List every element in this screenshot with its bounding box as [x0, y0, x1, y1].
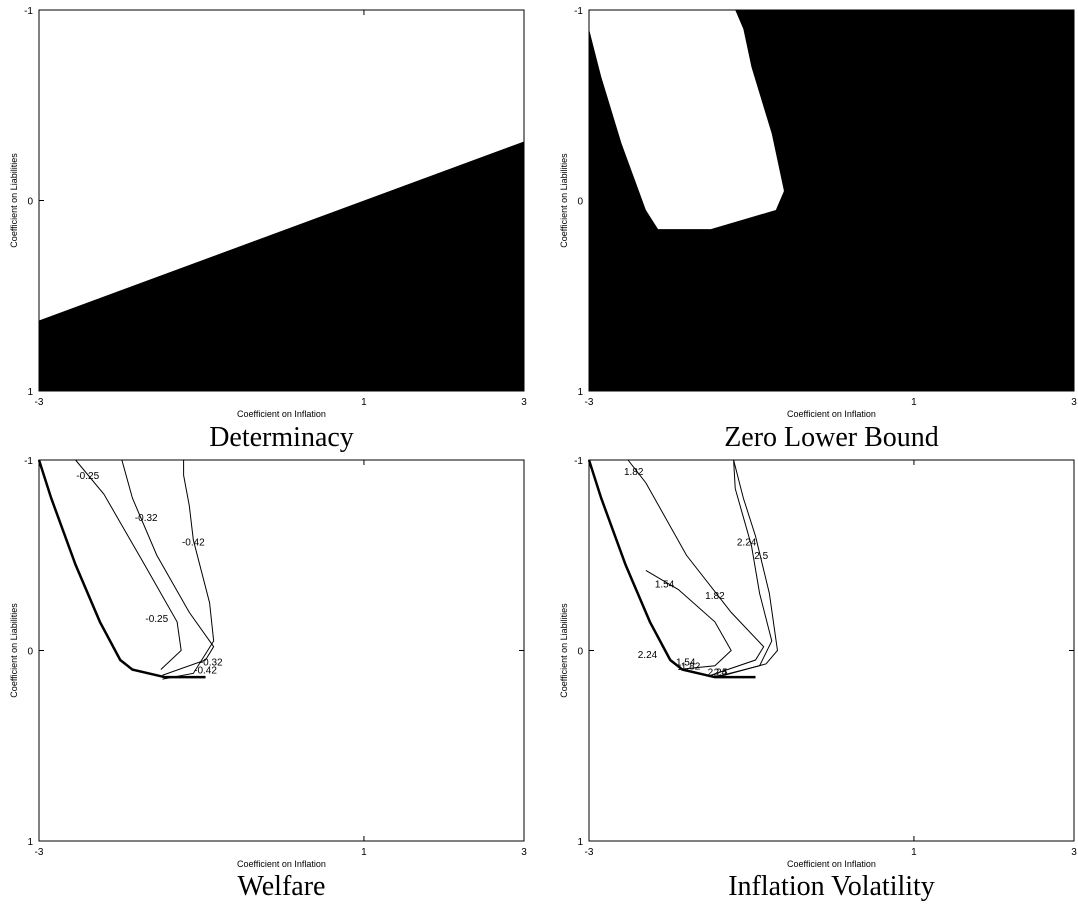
y-axis-label: Coefficient on Liabilities: [559, 603, 569, 698]
x-axis-label: Coefficient on Inflation: [237, 859, 326, 869]
contour-label: -0.42: [194, 665, 217, 676]
plot-area: [589, 460, 1074, 841]
x-axis-label: Coefficient on Inflation: [787, 409, 876, 419]
x-tick-label: -3: [585, 847, 594, 858]
y-tick-label: -1: [24, 456, 33, 467]
x-tick-label: 1: [361, 847, 367, 858]
contour-line--0.32: [121, 459, 215, 676]
contour-label: 2.24: [708, 667, 728, 678]
x-tick-label: 3: [521, 847, 527, 858]
y-tick-label: -1: [24, 6, 33, 17]
feasible-boundary: [587, 459, 756, 679]
x-axis-label: Coefficient on Inflation: [237, 409, 326, 419]
contour-label: 1.54: [655, 580, 675, 591]
x-tick-label: -3: [585, 397, 594, 408]
contour-label: -0.32: [200, 658, 223, 669]
y-tick-label: 1: [577, 387, 583, 398]
contour-line-2.5: [717, 459, 778, 678]
contour-line-1.54: [645, 570, 732, 671]
x-axis-label: Coefficient on Inflation: [787, 859, 876, 869]
x-tick-label: 3: [1071, 847, 1077, 858]
panel-caption: Inflation Volatility: [728, 871, 935, 902]
contour-line--0.42: [162, 460, 215, 680]
y-tick-label: -1: [574, 6, 583, 17]
contour-label: -0.32: [135, 513, 158, 524]
contour-label: 1.82: [681, 662, 701, 673]
x-tick-label: 1: [911, 397, 917, 408]
plot-area: [39, 460, 524, 841]
y-tick-label: 1: [27, 837, 33, 848]
contour-label: 1.82: [624, 467, 644, 478]
panel-caption: Welfare: [238, 871, 326, 902]
contour-label: -0.25: [76, 471, 99, 482]
zlb-feasible-region: [589, 10, 784, 230]
x-tick-label: 1: [911, 847, 917, 858]
contour-label: -0.25: [145, 614, 168, 625]
contour-label: 1.82: [705, 591, 725, 602]
y-tick-label: 0: [27, 197, 33, 208]
contour-label: 2.5: [714, 667, 728, 678]
y-tick-label: -1: [574, 456, 583, 467]
contour-line-1.82: [627, 459, 765, 676]
panel-caption: Zero Lower Bound: [724, 422, 939, 453]
chart-panel-3: -0.25-0.25-0.32-0.32-0.42-0.42-3 1 3-101Co…: [9, 456, 527, 902]
y-axis-label: Coefficient on Liabilities: [559, 153, 569, 248]
contour-label: 2.24: [737, 538, 757, 549]
y-tick-label: 0: [577, 197, 583, 208]
feasible-boundary: [37, 459, 206, 679]
x-tick-label: 3: [521, 397, 527, 408]
y-tick-label: 0: [27, 647, 33, 658]
indeterminacy-region: [39, 141, 524, 391]
contour-line--0.25: [75, 459, 182, 670]
y-axis-label: Coefficient on Liabilities: [9, 153, 19, 248]
x-tick-label: 1: [361, 397, 367, 408]
contour-label: 1.54: [676, 658, 696, 669]
y-tick-label: 1: [27, 387, 33, 398]
chart-panel-4: 1.541.541.821.821.822.242.242.242.52.5-3…: [559, 456, 1077, 902]
y-tick-label: 0: [577, 647, 583, 658]
y-tick-label: 1: [577, 837, 583, 848]
y-axis-label: Coefficient on Liabilities: [9, 603, 19, 698]
panel-caption: Determinacy: [209, 422, 354, 453]
x-tick-label: 3: [1071, 397, 1077, 408]
contour-label: 2.24: [638, 650, 658, 661]
x-tick-label: -3: [35, 397, 44, 408]
contour-label: -0.42: [182, 538, 205, 549]
contour-label: 2.5: [754, 551, 768, 562]
x-tick-label: -3: [35, 847, 44, 858]
